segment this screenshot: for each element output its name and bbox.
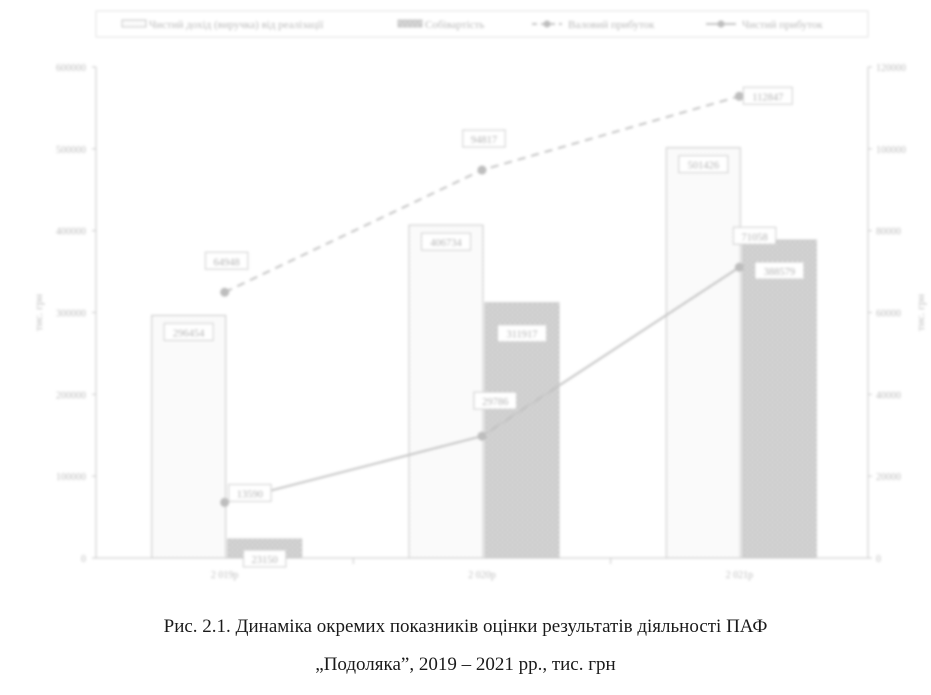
data-label-box (242, 549, 287, 568)
data-label: 112847 (752, 92, 783, 103)
figure-caption-line-1: Рис. 2.1. Динаміка окремих показників оц… (163, 616, 768, 637)
point-net-profit (734, 262, 744, 272)
y2-axis-title: тис. грн (915, 294, 927, 331)
legend-swatch (397, 19, 423, 28)
y-tick-label: 300000 (56, 309, 86, 320)
legend: Чистий дохід (виручка) від реалізації Соб… (95, 10, 869, 38)
data-label-box (754, 261, 805, 280)
data-label: 29786 (482, 397, 508, 408)
data-label: 296454 (173, 328, 205, 339)
y2-tick-label: 120000 (876, 63, 906, 74)
x-tick-label: 2 020р (468, 570, 496, 581)
bar-cost (484, 302, 560, 559)
bars (151, 147, 817, 559)
data-label: 501426 (688, 161, 720, 172)
data-label: 406734 (430, 238, 462, 249)
bar-cost (741, 239, 817, 559)
y-tick-label: 400000 (56, 227, 86, 238)
bar-revenue (665, 147, 741, 559)
combo-chart: Чистий дохід (виручка) від реалізації Соб… (33, 10, 927, 581)
y-axis-title: тис. грн (33, 294, 45, 331)
legend-label: Чистий дохід (виручка) від реалізації (149, 19, 324, 31)
legend-frame (95, 10, 869, 38)
x-tick-label: 2 021р (726, 570, 754, 581)
data-label-box (163, 322, 214, 341)
data-labels: 296454 406734 501426 23150 311917 388579 64948… (163, 86, 805, 568)
data-label: 388579 (764, 267, 796, 278)
legend-label: Валовий прибуток (568, 19, 655, 31)
y2-tick-label: 0 (876, 554, 881, 565)
chart-area: Чистий дохід (виручка) від реалізації Соб… (33, 10, 927, 581)
bar-revenue (151, 314, 227, 559)
data-label-box (473, 391, 517, 410)
data-label-box (742, 86, 793, 105)
data-label-box (421, 232, 471, 251)
legend-marker (543, 20, 551, 28)
x-tick-label: 2 019р (211, 570, 239, 581)
data-label-box (732, 226, 777, 245)
point-gross-profit (734, 91, 744, 101)
y-tick-label: 0 (81, 554, 86, 565)
data-label: 71058 (741, 232, 767, 243)
data-label: 311917 (506, 330, 537, 341)
data-label: 13590 (237, 489, 263, 500)
y-tick-label: 100000 (56, 472, 86, 483)
data-label-box (497, 324, 547, 343)
y2-tick-label: 80000 (876, 227, 901, 238)
point-net-profit (220, 497, 230, 507)
legend-label: Чистий прибуток (742, 19, 823, 31)
bar-revenue (408, 224, 484, 559)
point-gross-profit (477, 165, 487, 175)
point-gross-profit (220, 287, 230, 297)
figure-caption-line-2: „Подоляка”, 2019 – 2021 рр., тис. грн (315, 654, 616, 675)
legend-label: Собівартість (425, 19, 484, 31)
point-net-profit (477, 431, 487, 441)
data-label: 94817 (471, 135, 497, 146)
data-label: 23150 (252, 555, 278, 566)
data-label-box (204, 251, 249, 270)
lines (220, 91, 744, 507)
y2-tick-label: 20000 (876, 472, 901, 483)
data-label: 64948 (214, 257, 240, 268)
data-label-box (462, 129, 506, 148)
legend-marker (717, 20, 725, 28)
y2-tick-label: 60000 (876, 309, 901, 320)
data-label-box (228, 483, 272, 502)
y-tick-label: 200000 (56, 390, 86, 401)
y2-tick-label: 100000 (876, 145, 906, 156)
y2-tick-label: 40000 (876, 390, 901, 401)
data-label-box (678, 155, 729, 174)
legend-swatch (121, 19, 147, 28)
y-tick-label: 600000 (56, 63, 86, 74)
y-tick-label: 500000 (56, 145, 86, 156)
